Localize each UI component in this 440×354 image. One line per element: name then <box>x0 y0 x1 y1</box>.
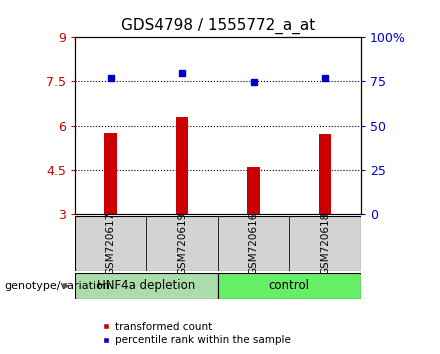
Text: GSM720617: GSM720617 <box>106 212 116 275</box>
Bar <box>290 216 361 271</box>
Text: genotype/variation: genotype/variation <box>4 281 110 291</box>
Bar <box>218 216 290 271</box>
Text: HNF4a depletion: HNF4a depletion <box>97 279 195 292</box>
Text: control: control <box>269 279 310 292</box>
Bar <box>146 216 218 271</box>
Legend: transformed count, percentile rank within the sample: transformed count, percentile rank withi… <box>102 322 290 345</box>
Text: GSM720618: GSM720618 <box>320 212 330 275</box>
Bar <box>319 134 331 214</box>
Bar <box>104 133 117 214</box>
Text: GSM720616: GSM720616 <box>249 212 259 275</box>
Bar <box>176 117 188 214</box>
Bar <box>218 273 361 299</box>
Bar <box>247 167 260 214</box>
Text: GSM720619: GSM720619 <box>177 212 187 275</box>
Bar <box>75 216 146 271</box>
Title: GDS4798 / 1555772_a_at: GDS4798 / 1555772_a_at <box>121 18 315 34</box>
Bar <box>75 273 218 299</box>
